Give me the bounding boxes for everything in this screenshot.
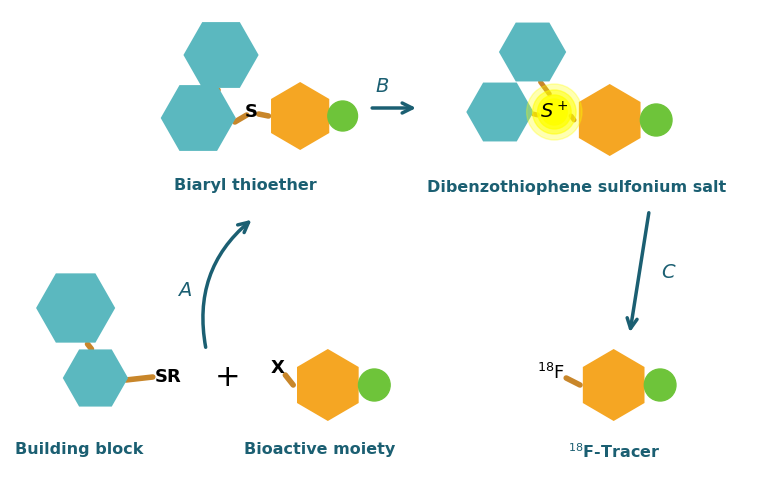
Text: $S^+$: $S^+$ — [540, 101, 568, 123]
Circle shape — [545, 102, 564, 122]
Circle shape — [532, 90, 576, 134]
Text: $B$: $B$ — [375, 77, 389, 96]
Polygon shape — [161, 85, 236, 151]
Polygon shape — [297, 349, 359, 421]
Text: SR: SR — [155, 368, 181, 386]
Circle shape — [328, 101, 358, 131]
Text: S: S — [245, 103, 258, 121]
Polygon shape — [271, 82, 329, 150]
Text: Bioactive moiety: Bioactive moiety — [244, 442, 396, 457]
Polygon shape — [583, 349, 644, 421]
Circle shape — [641, 104, 672, 136]
Text: $^{18}$F-Tracer: $^{18}$F-Tracer — [568, 442, 660, 461]
FancyArrowPatch shape — [627, 213, 649, 328]
Circle shape — [359, 369, 390, 401]
Text: $C$: $C$ — [661, 263, 677, 281]
Text: X: X — [270, 359, 284, 377]
Text: Dibenzothiophene sulfonium salt: Dibenzothiophene sulfonium salt — [428, 180, 727, 195]
Text: $A$: $A$ — [177, 280, 192, 300]
Text: Building block: Building block — [15, 442, 144, 457]
Polygon shape — [466, 83, 534, 142]
FancyArrowPatch shape — [203, 222, 249, 347]
Polygon shape — [63, 349, 128, 407]
Text: +: + — [215, 363, 240, 393]
Circle shape — [644, 369, 676, 401]
Polygon shape — [184, 22, 259, 88]
FancyArrowPatch shape — [372, 103, 412, 113]
Polygon shape — [499, 23, 566, 82]
Circle shape — [538, 95, 571, 129]
Text: $^{18}$F: $^{18}$F — [538, 363, 565, 383]
Text: Biaryl thioether: Biaryl thioether — [174, 178, 317, 193]
Circle shape — [541, 99, 568, 125]
Polygon shape — [579, 84, 641, 156]
Circle shape — [527, 84, 582, 140]
Polygon shape — [36, 273, 115, 343]
